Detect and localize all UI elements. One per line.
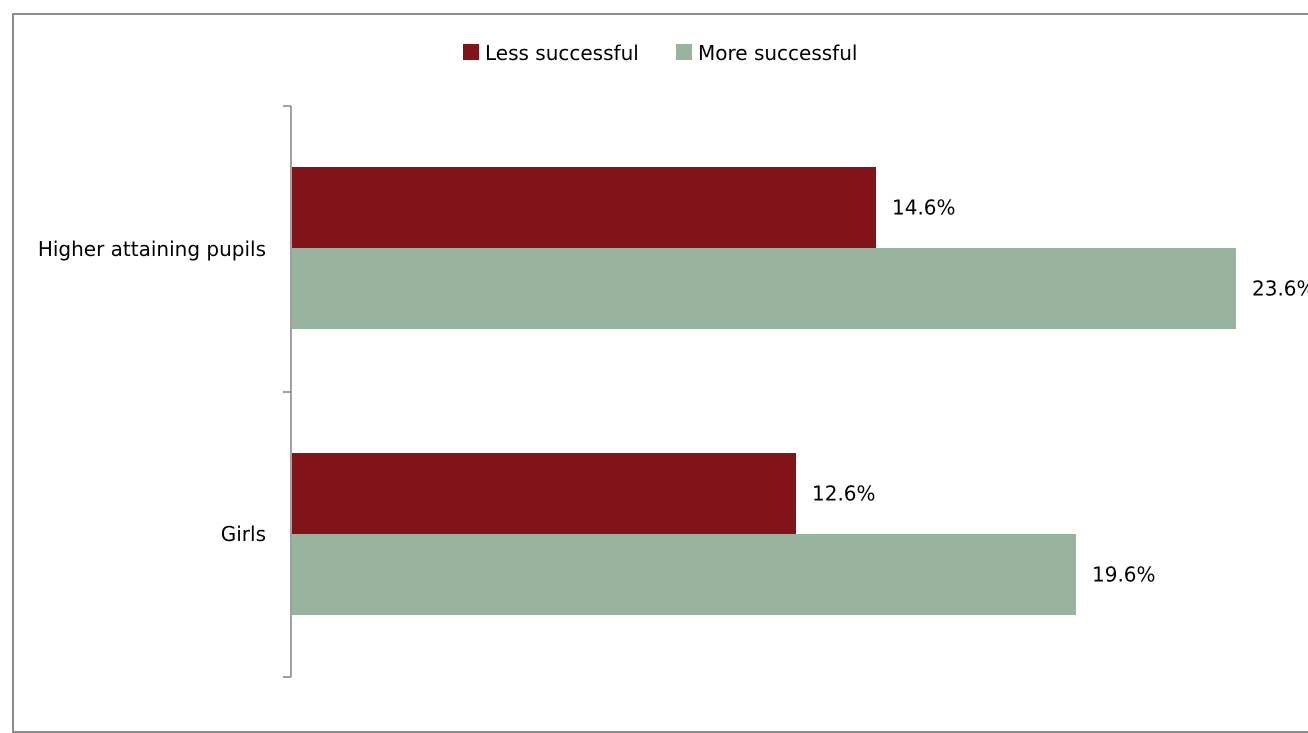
legend-label-more-successful: More successful (698, 41, 857, 65)
data-labels: 14.6% 23.6% 12.6% 19.6% (812, 196, 1308, 587)
bar-less-successful-girls (292, 453, 796, 534)
legend-swatch-more-successful (676, 44, 692, 60)
data-label-less-successful-girls: 12.6% (812, 482, 876, 506)
legend: Less successful More successful (463, 41, 857, 65)
data-label-more-successful-girls: 19.6% (1092, 563, 1156, 587)
bar-more-successful-girls (292, 534, 1076, 615)
bar-chart: Less successful More successful Higher a… (38, 41, 1308, 678)
data-label-more-successful-higher-attaining-pupils: 23.6% (1252, 277, 1308, 301)
bars (292, 167, 1236, 615)
bar-less-successful-higher-attaining-pupils (292, 167, 876, 248)
data-label-less-successful-higher-attaining-pupils: 14.6% (892, 196, 956, 220)
legend-swatch-less-successful (463, 44, 479, 60)
legend-label-less-successful: Less successful (485, 41, 639, 65)
category-axis: Higher attaining pupils Girls (38, 105, 292, 678)
bar-more-successful-higher-attaining-pupils (292, 248, 1236, 329)
category-label-girls: Girls (221, 522, 266, 546)
category-label-higher-attaining-pupils: Higher attaining pupils (38, 237, 266, 261)
